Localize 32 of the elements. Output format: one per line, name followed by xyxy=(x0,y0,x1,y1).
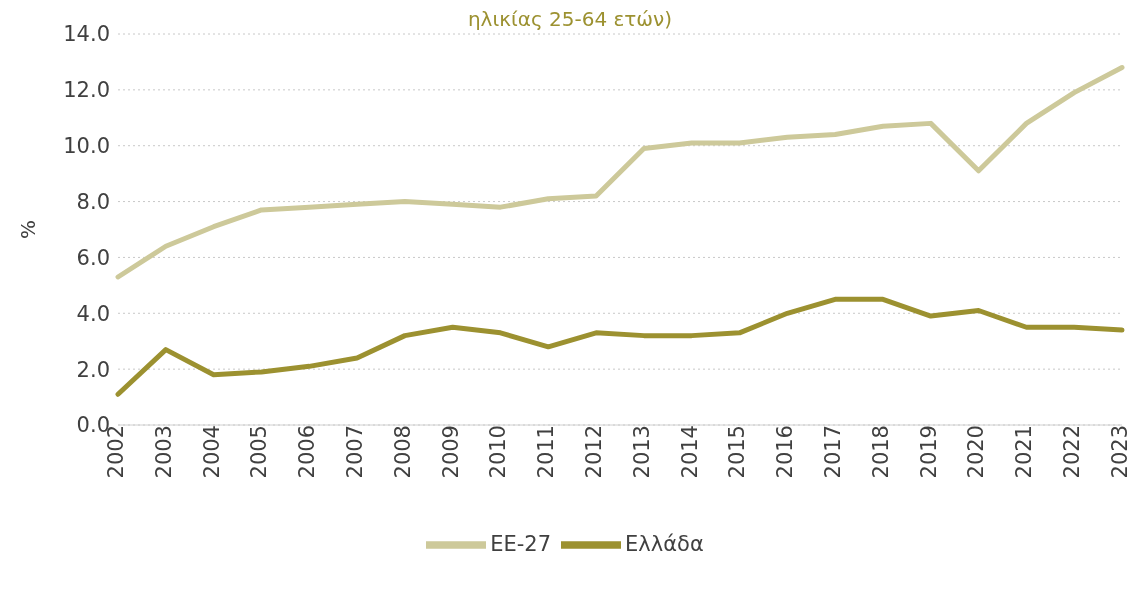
x-tick-label: 2004 xyxy=(199,425,224,479)
x-tick-label: 2017 xyxy=(821,425,846,479)
y-tick-label: 6.0 xyxy=(76,245,110,270)
y-tick-label: 14.0 xyxy=(63,22,110,47)
legend-label: Ελλάδα xyxy=(625,532,704,556)
chart-title: ηλικίας 25-64 ετών) xyxy=(467,7,673,31)
y-tick-label: 8.0 xyxy=(76,190,110,215)
x-tick-label: 2012 xyxy=(582,425,607,479)
legend-label: ΕΕ-27 xyxy=(490,532,552,556)
y-tick-label: 10.0 xyxy=(63,134,110,159)
x-tick-label: 2023 xyxy=(1107,425,1132,479)
x-tick-label: 2021 xyxy=(1012,425,1037,479)
x-tick-label: 2014 xyxy=(677,425,702,479)
x-tick-label: 2020 xyxy=(964,425,989,479)
x-tick-label: 2019 xyxy=(916,425,941,479)
x-tick-label: 2015 xyxy=(725,425,750,479)
x-tick-label: 2022 xyxy=(1060,425,1085,479)
y-axis-title: % xyxy=(16,219,41,240)
x-tick-label: 2010 xyxy=(486,425,511,479)
x-tick-label: 2016 xyxy=(773,425,798,479)
x-tick-label: 2005 xyxy=(247,425,272,479)
x-tick-label: 2018 xyxy=(868,425,893,479)
y-tick-label: 2.0 xyxy=(76,357,110,382)
x-tick-label: 2013 xyxy=(629,425,654,479)
y-tick-label: 4.0 xyxy=(76,301,110,326)
x-tick-label: 2007 xyxy=(342,425,367,479)
x-tick-label: 2009 xyxy=(438,425,463,479)
y-tick-label: 12.0 xyxy=(63,78,110,103)
x-tick-label: 2011 xyxy=(534,425,559,479)
x-tick-label: 2006 xyxy=(295,425,320,479)
x-tick-label: 2003 xyxy=(151,425,176,479)
x-tick-label: 2008 xyxy=(390,425,415,479)
